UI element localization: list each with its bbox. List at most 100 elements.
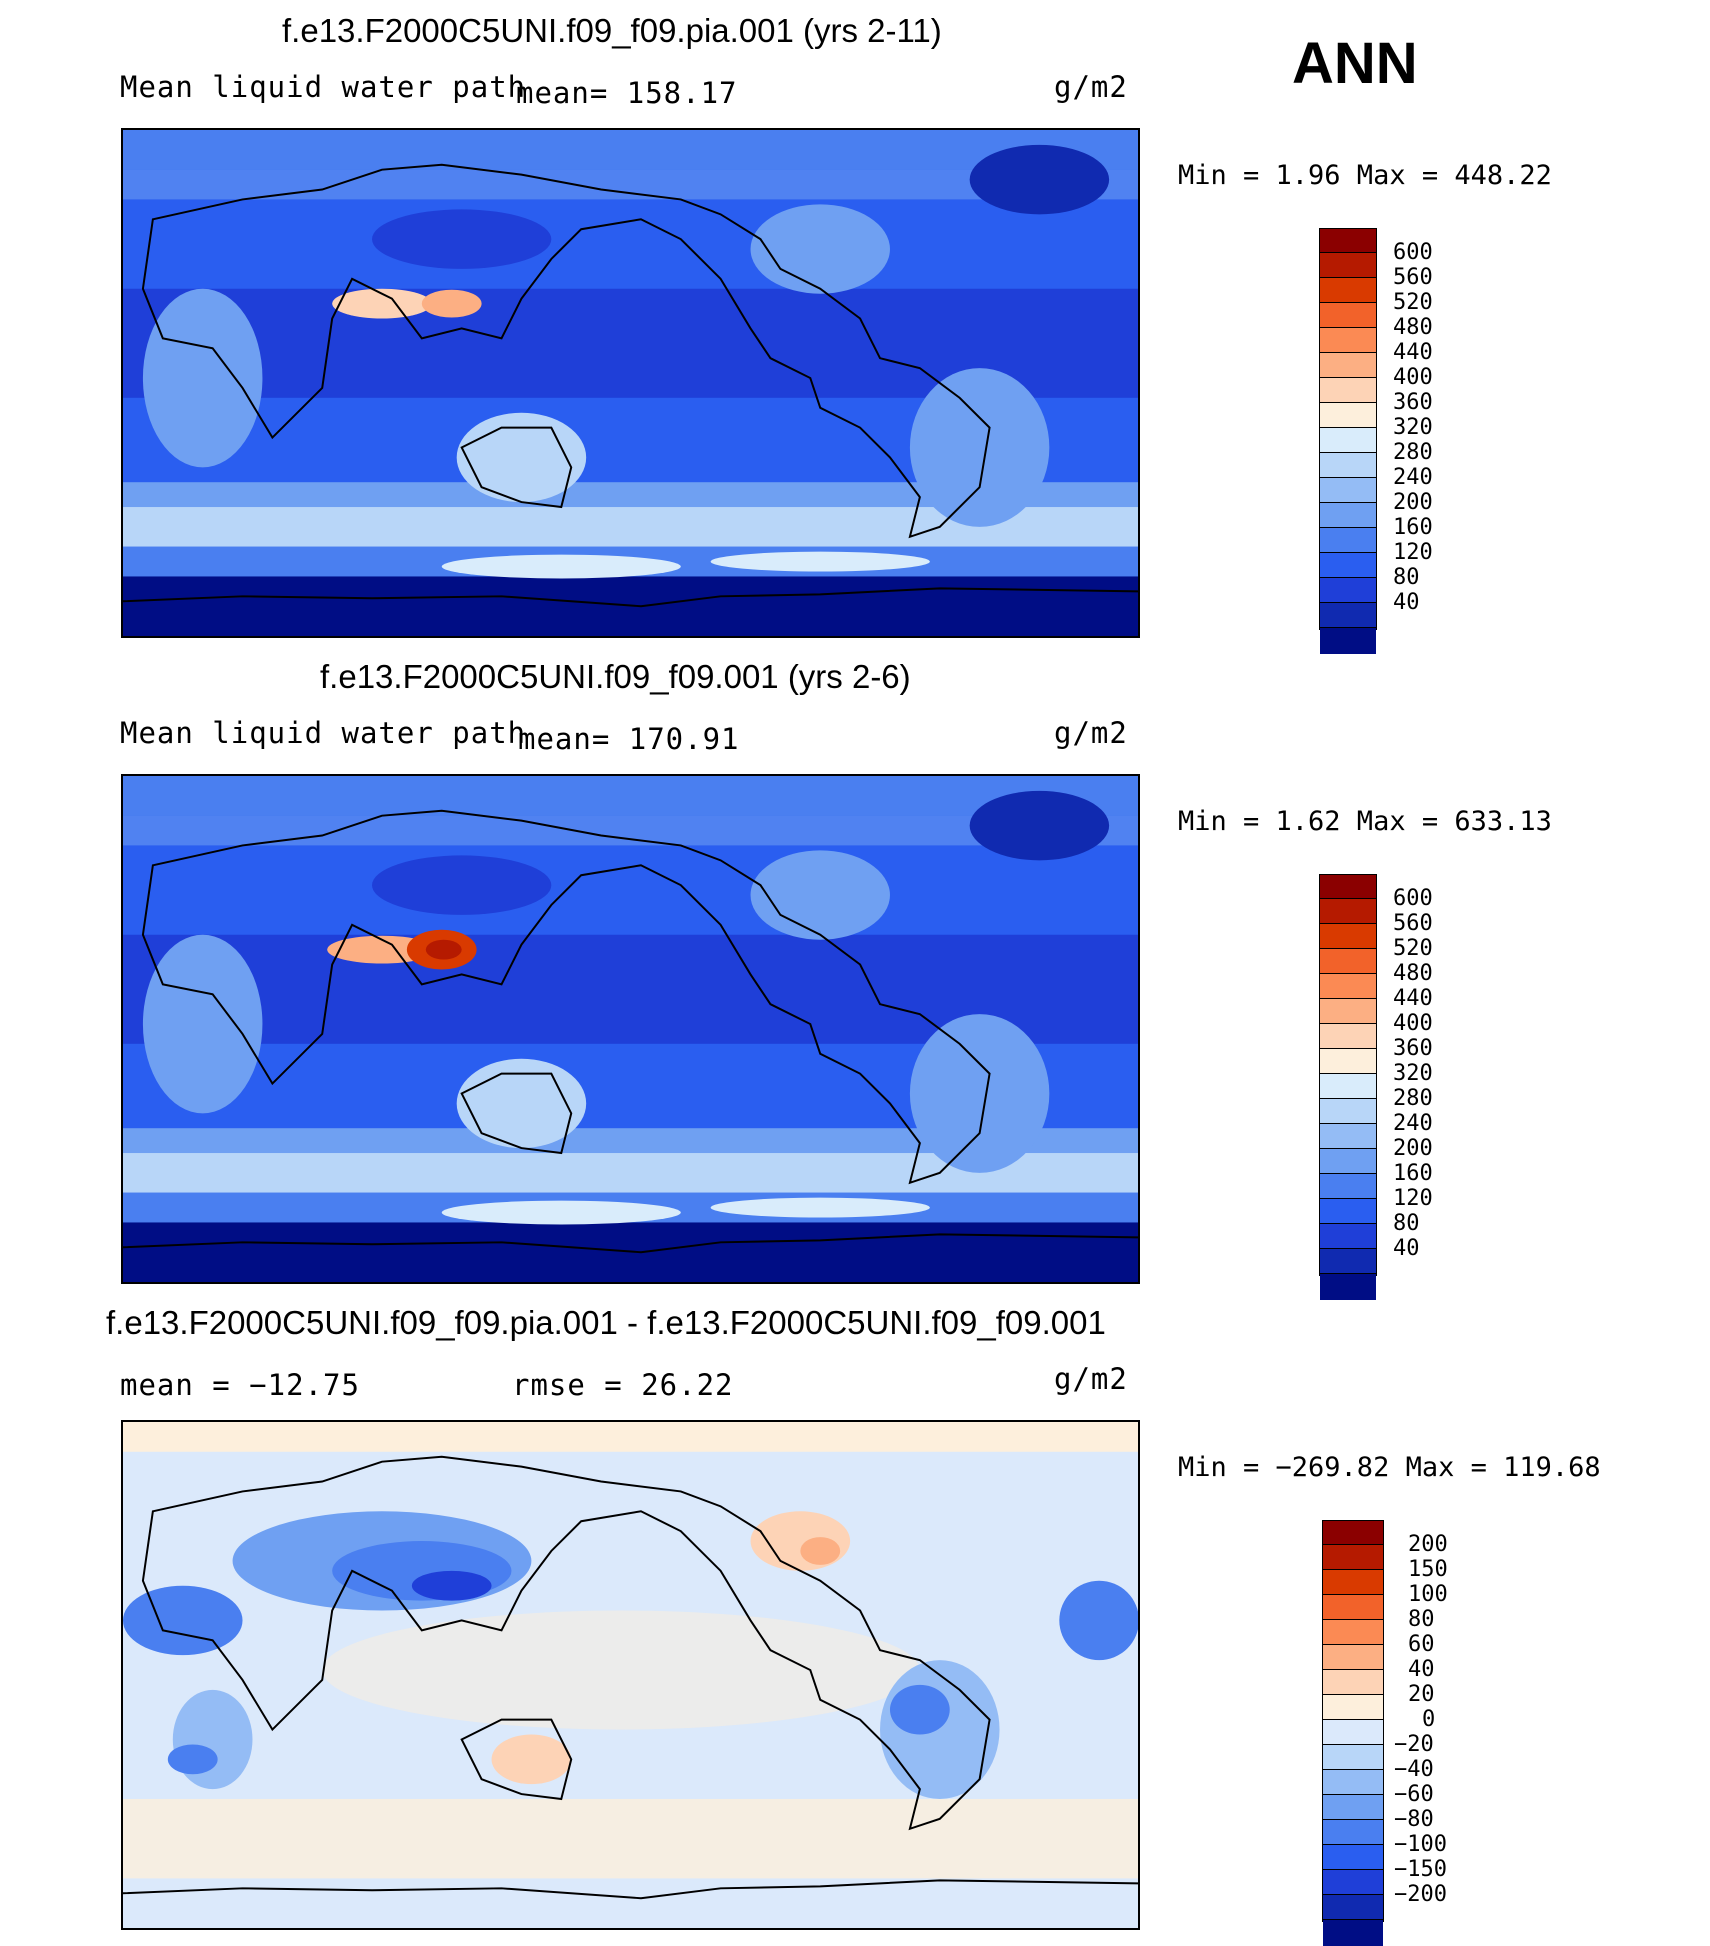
panel-2-colorbar-label: 40 [1393,1236,1420,1261]
panel-1-colorbar-label: 320 [1393,415,1433,440]
panel-2-colorbar-swatch [1320,1249,1376,1274]
panel-3-colorbar-swatch [1323,1521,1383,1545]
panel-1-colorbar-label: 400 [1393,365,1433,390]
panel-3-colorbar-label: 80 [1408,1607,1435,1632]
panel-1-colorbar-swatch [1320,453,1376,478]
panel-2-colorbar-swatch [1320,1124,1376,1149]
panel-1-colorbar-label: 520 [1393,290,1433,315]
panel-2-colorbar-swatch [1320,1274,1376,1300]
panel-3-colorbar-label: 150 [1408,1557,1448,1582]
panel-3-colorbar-swatch [1323,1670,1383,1695]
panel-1-colorbar-label: 80 [1393,565,1420,590]
panel-1-colorbar-label: 280 [1393,440,1433,465]
panel-3-colorbar-swatch [1323,1920,1383,1946]
panel-3-units: g/m2 [1054,1362,1128,1396]
panel-1-colorbar-label: 40 [1393,590,1420,615]
panel-2-colorbar-label: 120 [1393,1186,1433,1211]
panel-2-colorbar-swatch [1320,1049,1376,1074]
panel-2-colorbar-label: 280 [1393,1086,1433,1111]
panel-3-colorbar-label: 100 [1408,1582,1448,1607]
panel-2-colorbar-swatch [1320,875,1376,899]
panel-3-colorbar-label: 60 [1408,1632,1435,1657]
panel-2-colorbar-swatch [1320,899,1376,924]
panel-2-colorbar-swatch [1320,1174,1376,1199]
panel-1-colorbar-swatch [1320,378,1376,403]
panel-2-colorbar-swatch [1320,1099,1376,1124]
panel-2-map-field [123,776,1138,1282]
panel-3-colorbar-swatch [1323,1745,1383,1770]
panel-2-mean-label: mean= 170.91 [518,722,740,756]
panel-1-colorbar-label: 440 [1393,340,1433,365]
panel-1-colorbar-swatch [1320,553,1376,578]
panel-1-colorbar-swatch [1320,229,1376,253]
panel-3-colorbar-label: −20 [1394,1732,1434,1757]
panel-2-map [121,774,1140,1284]
panel-1-colorbar-swatch [1320,303,1376,328]
panel-1-colorbar-swatch [1320,353,1376,378]
panel-1-colorbar-label: 200 [1393,490,1433,515]
panel-2-colorbar-label: 80 [1393,1211,1420,1236]
panel-1-colorbar-swatch [1320,628,1376,654]
panel-2-field-label: Mean liquid water path [120,716,527,750]
panel-1-field-label: Mean liquid water path [120,70,527,104]
panel-3-colorbar-swatch [1323,1795,1383,1820]
panel-3-colorbar-label: −60 [1394,1782,1434,1807]
panel-2-minmax: Min = 1.62 Max = 633.13 [1178,806,1552,837]
panel-2-colorbar-label: 360 [1393,1036,1433,1061]
panel-1-colorbar-label: 600 [1393,240,1433,265]
panel-1-colorbar-swatch [1320,528,1376,553]
panel-1-colorbar-swatch [1320,503,1376,528]
panel-1-units: g/m2 [1054,70,1128,104]
panel-2-colorbar-label: 200 [1393,1136,1433,1161]
panel-2-colorbar-swatch [1320,974,1376,999]
panel-3-colorbar-label: −80 [1394,1807,1434,1832]
panel-1-colorbar-swatch [1320,603,1376,628]
panel-2-colorbar-swatch [1320,1024,1376,1049]
panel-2-colorbar [1319,874,1377,1300]
panel-2-colorbar-swatch [1320,999,1376,1024]
panel-3-colorbar-label: 40 [1408,1657,1435,1682]
panel-2-colorbar-label: 600 [1393,886,1433,911]
panel-2-colorbar-label: 440 [1393,986,1433,1011]
panel-2-title: f.e13.F2000C5UNI.f09_f09.001 (yrs 2-6) [320,658,911,695]
panel-1-colorbar-swatch [1320,478,1376,503]
panel-3-colorbar-swatch [1323,1595,1383,1620]
panel-3-title: f.e13.F2000C5UNI.f09_f09.pia.001 - f.e13… [106,1304,1106,1341]
panel-3-colorbar-swatch [1323,1870,1383,1895]
panel-1-colorbar-label: 560 [1393,265,1433,290]
panel-3-rmse-label: rmse = 26.22 [512,1368,734,1402]
panel-2-colorbar-label: 400 [1393,1011,1433,1036]
panel-3-colorbar-swatch [1323,1645,1383,1670]
season-label: ANN [1292,31,1418,96]
panel-3-colorbar-label: −100 [1394,1832,1447,1857]
panel-1-map [121,128,1140,638]
panel-1-colorbar-label: 360 [1393,390,1433,415]
panel-2-colorbar-swatch [1320,949,1376,974]
panel-2-colorbar-label: 560 [1393,911,1433,936]
panel-3-colorbar-swatch [1323,1620,1383,1645]
panel-1-colorbar-label: 120 [1393,540,1433,565]
panel-3-colorbar-label: 200 [1408,1532,1448,1557]
panel-3-map [121,1420,1140,1930]
panel-3-colorbar-swatch [1323,1820,1383,1845]
panel-1-title: f.e13.F2000C5UNI.f09_f09.pia.001 (yrs 2-… [282,12,942,49]
panel-2-units: g/m2 [1054,716,1128,750]
panel-3-map-field [123,1422,1138,1928]
panel-1-colorbar-swatch [1320,278,1376,303]
panel-2-colorbar-swatch [1320,924,1376,949]
panel-1-map-field [123,130,1138,636]
panel-2-colorbar-label: 160 [1393,1161,1433,1186]
panel-1-colorbar-swatch [1320,328,1376,353]
panel-3-colorbar-label: 0 [1422,1707,1436,1732]
panel-3-colorbar-label: −150 [1394,1857,1447,1882]
panel-1-colorbar-label: 480 [1393,315,1433,340]
panel-2-colorbar-swatch [1320,1224,1376,1249]
panel-3-mean-label: mean = −12.75 [120,1368,360,1402]
panel-3-colorbar-label: −200 [1394,1882,1447,1907]
panel-2-colorbar-label: 520 [1393,936,1433,961]
panel-1-colorbar-swatch [1320,578,1376,603]
panel-3-colorbar-label: −40 [1394,1757,1434,1782]
panel-3-colorbar-swatch [1323,1695,1383,1720]
panel-1-colorbar-label: 160 [1393,515,1433,540]
panel-3-colorbar-swatch [1323,1720,1383,1745]
